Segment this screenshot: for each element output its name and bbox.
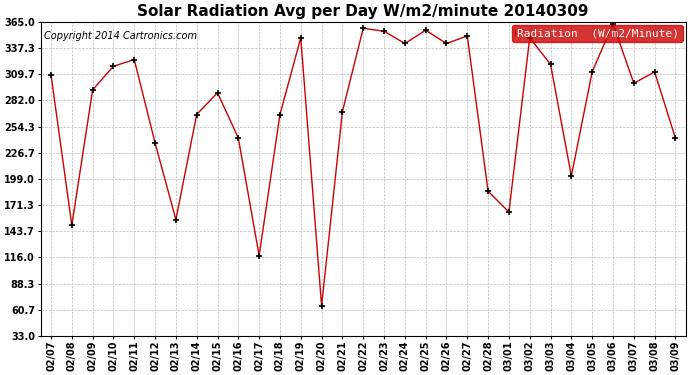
Title: Solar Radiation Avg per Day W/m2/minute 20140309: Solar Radiation Avg per Day W/m2/minute … xyxy=(137,4,589,19)
Legend: Radiation  (W/m2/Minute): Radiation (W/m2/Minute) xyxy=(511,25,682,42)
Text: Copyright 2014 Cartronics.com: Copyright 2014 Cartronics.com xyxy=(44,31,197,41)
